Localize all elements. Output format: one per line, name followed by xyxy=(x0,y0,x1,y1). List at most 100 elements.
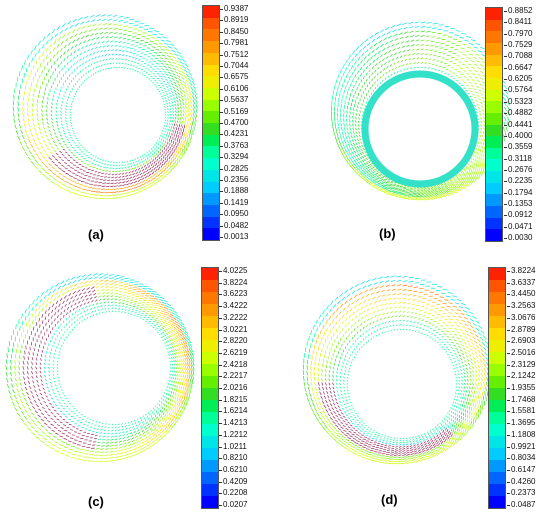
velocity-vector xyxy=(118,437,122,440)
velocity-vector xyxy=(155,39,160,42)
velocity-vector xyxy=(468,69,473,72)
velocity-vector xyxy=(418,451,422,454)
velocity-vector xyxy=(171,363,174,366)
velocity-vector xyxy=(365,49,369,53)
velocity-vector xyxy=(420,30,425,33)
velocity-vector xyxy=(141,429,144,433)
velocity-vector xyxy=(447,430,450,434)
velocity-vector xyxy=(169,360,172,363)
colorbar-tick-label: 0.9387 xyxy=(219,4,249,13)
velocity-vector xyxy=(50,117,53,121)
velocity-vector xyxy=(357,153,361,157)
velocity-vector xyxy=(18,393,21,398)
velocity-vector xyxy=(70,65,72,69)
velocity-vector xyxy=(170,156,173,161)
velocity-vector xyxy=(114,289,118,292)
velocity-vector xyxy=(177,343,180,347)
velocity-vector xyxy=(43,366,46,370)
velocity-vector xyxy=(130,420,133,423)
velocity-vector xyxy=(70,46,74,50)
velocity-vector xyxy=(168,343,171,346)
velocity-vector xyxy=(173,370,176,373)
velocity-vector xyxy=(475,100,478,103)
velocity-vector xyxy=(340,122,342,127)
velocity-vector xyxy=(75,190,81,192)
velocity-vector xyxy=(149,40,154,42)
velocity-vector xyxy=(54,450,60,453)
velocity-vector xyxy=(450,427,453,432)
velocity-vector xyxy=(132,308,135,310)
velocity-vector xyxy=(66,125,69,128)
velocity-vector xyxy=(78,292,82,296)
velocity-vector xyxy=(190,361,193,366)
velocity-vector xyxy=(177,151,180,156)
velocity-vector xyxy=(373,173,378,176)
velocity-vector xyxy=(133,49,137,51)
velocity-vector xyxy=(455,30,461,32)
velocity-vector xyxy=(406,453,410,456)
velocity-vector xyxy=(91,57,94,61)
velocity-vector xyxy=(430,448,434,452)
velocity-vector xyxy=(178,402,181,407)
velocity-vector xyxy=(41,161,46,165)
velocity-vector xyxy=(387,193,393,196)
velocity-vector xyxy=(107,18,113,21)
velocity-vector xyxy=(486,391,489,397)
velocity-vector xyxy=(394,38,399,41)
velocity-vector xyxy=(112,14,118,17)
velocity-vector xyxy=(169,407,171,411)
velocity-vector xyxy=(148,173,152,177)
velocity-vector xyxy=(481,109,485,112)
velocity-vector xyxy=(456,45,461,47)
velocity-vector xyxy=(73,149,77,151)
velocity-vector xyxy=(150,293,156,295)
velocity-vector xyxy=(478,138,481,141)
velocity-vector xyxy=(438,188,442,191)
velocity-vector xyxy=(5,371,8,377)
velocity-vector xyxy=(91,37,95,41)
velocity-vector xyxy=(459,424,462,429)
velocity-vector xyxy=(481,105,484,108)
velocity-vector xyxy=(95,302,99,305)
velocity-vector xyxy=(93,28,98,31)
velocity-vector xyxy=(350,439,355,442)
velocity-vector xyxy=(51,29,56,34)
colorbar-tick-label: 0.3559 xyxy=(503,142,533,152)
velocity-vector xyxy=(166,81,170,84)
velocity-vector xyxy=(444,433,448,437)
velocity-vector xyxy=(64,64,66,68)
velocity-vector xyxy=(138,423,141,426)
velocity-vector xyxy=(146,421,148,424)
velocity-vector xyxy=(81,36,85,40)
velocity-vector xyxy=(190,356,193,362)
velocity-vector xyxy=(472,176,476,181)
velocity-vector xyxy=(176,406,179,411)
velocity-vector xyxy=(22,360,25,365)
velocity-vector xyxy=(122,189,127,192)
velocity-vector xyxy=(35,302,38,307)
velocity-vector xyxy=(153,413,155,416)
velocity-vector xyxy=(153,161,156,164)
velocity-vector xyxy=(358,117,360,120)
colorbar-b xyxy=(485,7,503,242)
velocity-vector xyxy=(94,32,99,36)
velocity-vector xyxy=(430,431,432,434)
velocity-vector xyxy=(382,48,386,52)
velocity-vector xyxy=(23,397,27,402)
velocity-vector xyxy=(502,96,506,101)
velocity-vector xyxy=(185,146,188,152)
velocity-vector xyxy=(30,366,33,370)
velocity-vector xyxy=(59,30,63,35)
velocity-vector xyxy=(382,439,385,441)
velocity-vector xyxy=(172,107,175,110)
velocity-vector xyxy=(114,176,118,179)
velocity-vector xyxy=(43,66,46,70)
velocity-vector xyxy=(158,80,161,82)
velocity-vector xyxy=(34,165,39,170)
velocity-vector xyxy=(359,152,363,156)
velocity-vector xyxy=(131,167,134,170)
velocity-vector xyxy=(27,381,31,385)
velocity-vector xyxy=(179,143,181,148)
velocity-vector xyxy=(192,365,195,371)
velocity-vector xyxy=(164,338,167,340)
